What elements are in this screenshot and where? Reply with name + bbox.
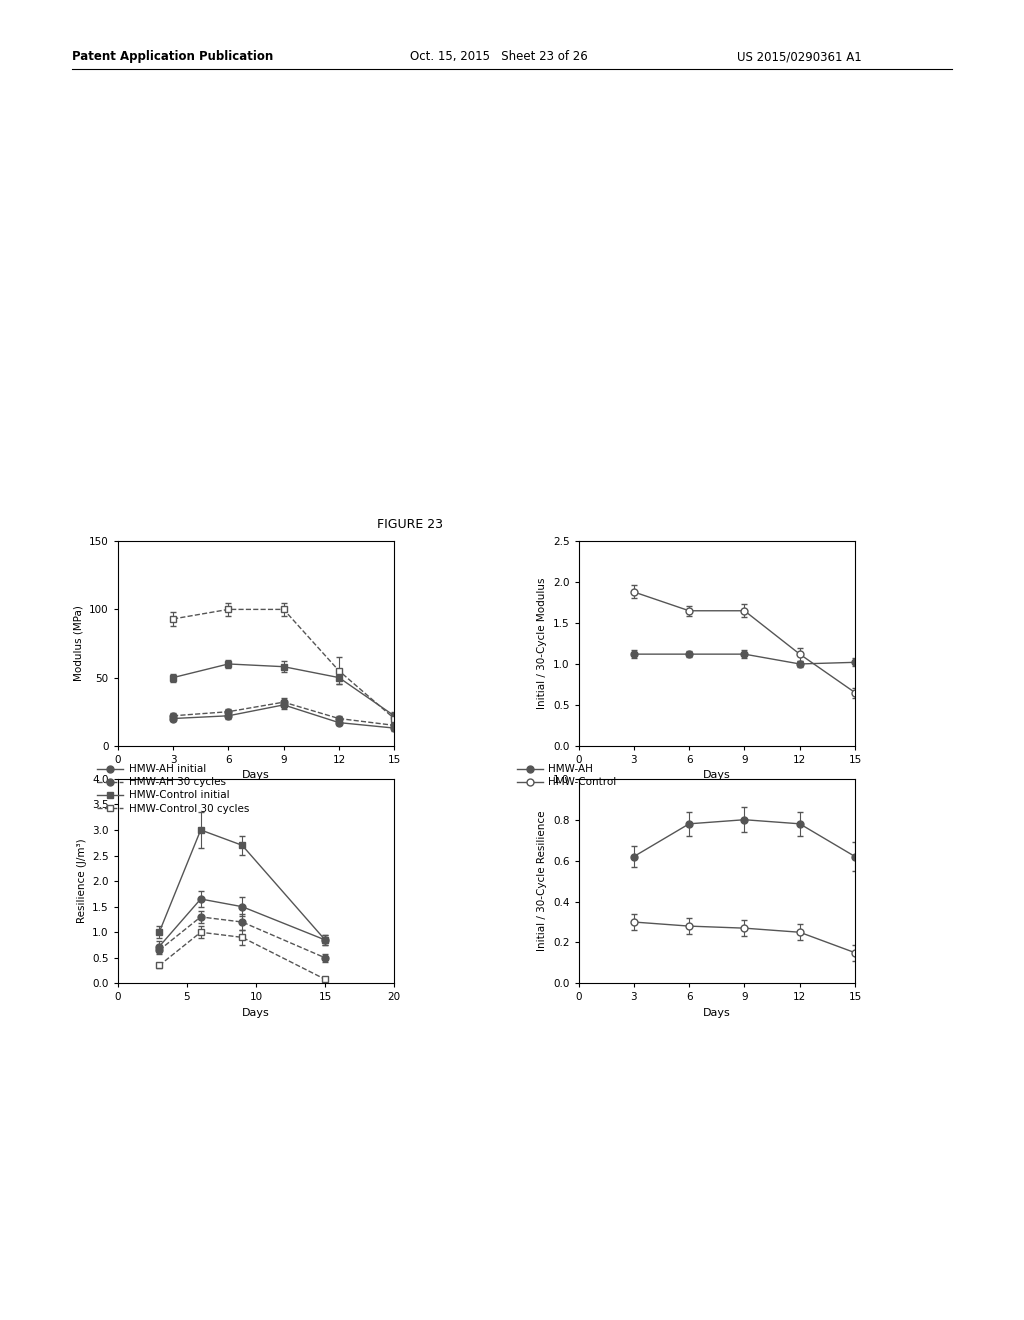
- Legend: HMW-AH initial, HMW-AH 30 cycles, HMW-Control initial, HMW-Control 30 cycles: HMW-AH initial, HMW-AH 30 cycles, HMW-Co…: [97, 764, 249, 813]
- X-axis label: Days: Days: [702, 1008, 731, 1018]
- Y-axis label: Resilience (J/m³): Resilience (J/m³): [77, 838, 87, 924]
- Text: Patent Application Publication: Patent Application Publication: [72, 50, 273, 63]
- Text: Oct. 15, 2015   Sheet 23 of 26: Oct. 15, 2015 Sheet 23 of 26: [410, 50, 588, 63]
- Y-axis label: Initial / 30-Cycle Modulus: Initial / 30-Cycle Modulus: [538, 578, 548, 709]
- X-axis label: Days: Days: [242, 1008, 270, 1018]
- Text: US 2015/0290361 A1: US 2015/0290361 A1: [737, 50, 862, 63]
- X-axis label: Days: Days: [702, 771, 731, 780]
- Legend: HMW-AH, HMW-Control: HMW-AH, HMW-Control: [517, 764, 616, 787]
- Text: FIGURE 23: FIGURE 23: [377, 517, 442, 531]
- Y-axis label: Modulus (MPa): Modulus (MPa): [74, 606, 83, 681]
- Y-axis label: Initial / 30-Cycle Resilience: Initial / 30-Cycle Resilience: [538, 810, 548, 952]
- X-axis label: Days: Days: [242, 771, 270, 780]
